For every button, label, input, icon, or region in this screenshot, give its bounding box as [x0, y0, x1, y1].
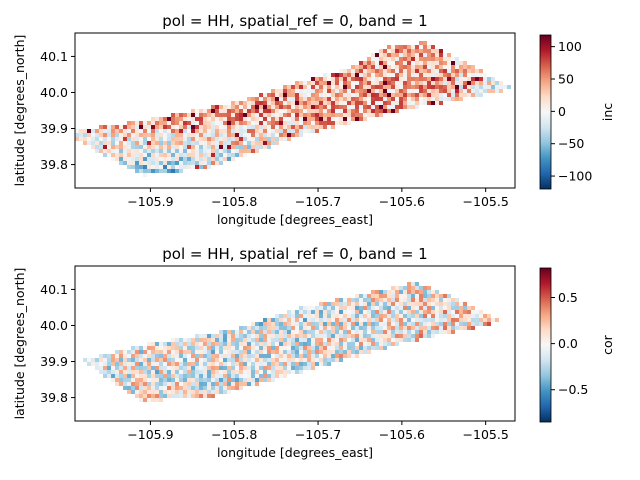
colorbar-tick-label: 0	[558, 104, 566, 119]
colorbar-tick-label: −100	[558, 169, 592, 184]
colorbar-tick-label: 100	[558, 39, 582, 54]
colorbar-label: cor	[600, 334, 615, 355]
y-tick-label: 39.8	[40, 157, 68, 172]
x-tick-label: −105.6	[379, 194, 425, 209]
x-axis-label: longitude [degrees_east]	[217, 212, 373, 227]
colorbar-tick-label: 0.0	[558, 336, 578, 351]
colorbar-tick-label: −50	[558, 136, 584, 151]
y-tick-label: 40.1	[40, 282, 68, 297]
chart-title: pol = HH, spatial_ref = 0, band = 1	[162, 245, 427, 264]
raster-field	[83, 282, 499, 402]
colorbar	[539, 34, 552, 190]
y-tick-label: 39.9	[40, 354, 68, 369]
chart-title: pol = HH, spatial_ref = 0, band = 1	[162, 12, 427, 31]
y-axis-label: latitude [degrees_north]	[12, 35, 27, 187]
colorbar-tick-label: 0.5	[558, 290, 578, 305]
x-tick-label: −105.9	[127, 194, 173, 209]
x-tick-label: −105.8	[211, 194, 257, 209]
axes-frame	[74, 265, 516, 422]
x-tick-label: −105.5	[463, 427, 509, 442]
x-tick-label: −105.6	[379, 427, 425, 442]
colorbar-label: inc	[600, 103, 615, 121]
axes-frame	[74, 32, 516, 189]
y-tick-label: 40.0	[40, 318, 68, 333]
x-tick-label: −105.5	[463, 194, 509, 209]
x-tick-label: −105.9	[127, 427, 173, 442]
x-axis-label: longitude [degrees_east]	[217, 445, 373, 460]
y-tick-label: 39.8	[40, 390, 68, 405]
x-tick-label: −105.7	[295, 194, 341, 209]
y-tick-label: 40.1	[40, 49, 68, 64]
y-tick-label: 39.9	[40, 121, 68, 136]
colorbar-tick-label: 50	[558, 72, 574, 87]
bottom-panel: pol = HH, spatial_ref = 0, band = 1 −105.…	[12, 245, 615, 460]
colorbar-tick-label: −0.5	[558, 382, 588, 397]
top-panel: pol = HH, spatial_ref = 0, band = 1 −105.…	[12, 12, 615, 227]
raster-field	[75, 41, 511, 177]
y-tick-label: 40.0	[40, 85, 68, 100]
colorbar	[539, 267, 552, 423]
x-tick-label: −105.7	[295, 427, 341, 442]
x-tick-label: −105.8	[211, 427, 257, 442]
y-axis-label: latitude [degrees_north]	[12, 268, 27, 420]
